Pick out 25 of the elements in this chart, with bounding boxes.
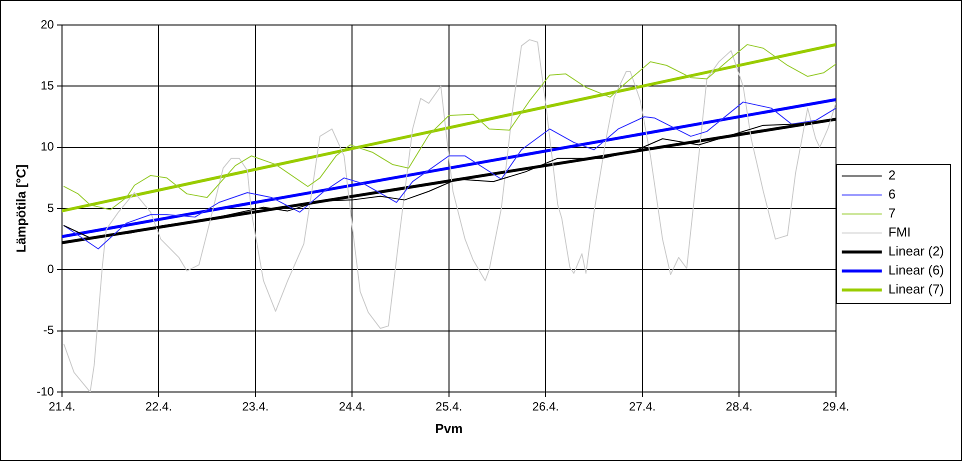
legend-label: 7 [888,206,896,221]
legend-label: 6 [888,186,896,202]
x-tick-label: 28.4. [726,400,752,414]
x-tick-label: 22.4. [145,400,172,414]
y-axis-title: Lämpötila [°C] [13,164,28,253]
y-tick-label: -5 [43,323,54,338]
x-tick-label: 25.4. [436,400,462,414]
y-tick-label: 20 [40,17,54,32]
y-tick-label: 5 [47,200,54,215]
x-tick-label: 23.4. [242,400,269,414]
x-tick-label: 26.4. [532,400,559,414]
legend-label: Linear (2) [888,244,944,259]
legend-label: Linear (7) [888,282,944,297]
legend-label: Linear (6) [888,262,944,278]
x-axis-title: Pvm [435,420,463,436]
y-tick-label: -10 [36,384,54,398]
x-tick-label: 27.4. [629,400,656,414]
x-tick-label: 21.4. [48,400,76,414]
x-tick-label: 29.4. [822,400,850,414]
legend-label: 2 [888,168,896,183]
legend-label: FMI [888,224,911,240]
x-tick-label: 24.4. [338,400,366,414]
y-tick-label: 10 [40,140,54,154]
y-tick-label: 0 [47,262,54,276]
y-tick-label: 15 [40,78,54,92]
